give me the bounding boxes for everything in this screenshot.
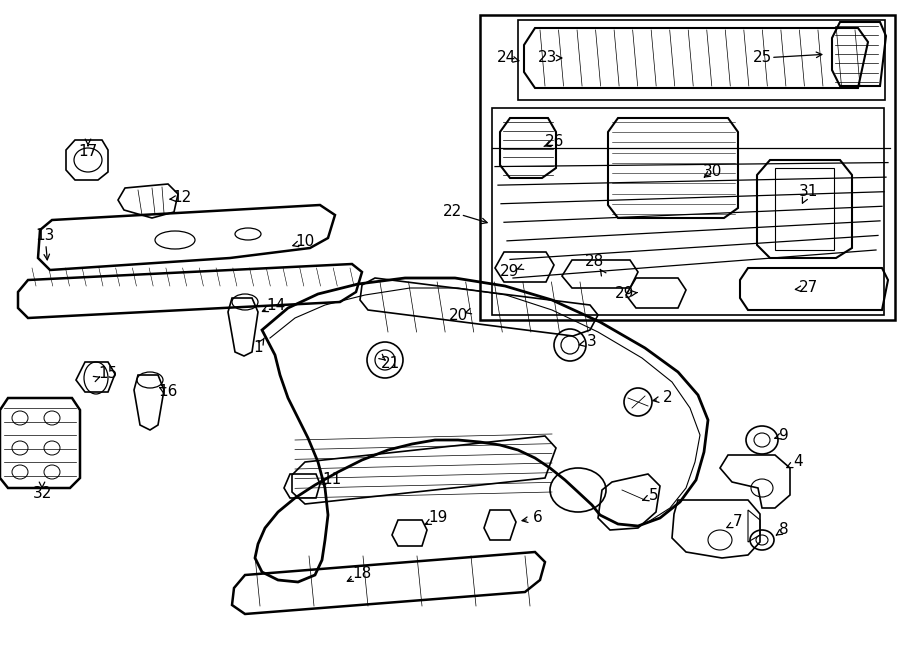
- Text: 28: 28: [585, 254, 605, 270]
- Text: 7: 7: [734, 514, 742, 529]
- Text: 27: 27: [798, 280, 817, 295]
- Text: 6: 6: [533, 510, 543, 525]
- Text: 32: 32: [32, 486, 51, 502]
- Text: 25: 25: [752, 50, 771, 65]
- Text: 14: 14: [266, 297, 285, 313]
- Text: 24: 24: [498, 50, 517, 65]
- Text: 22: 22: [443, 204, 462, 219]
- Text: 8: 8: [779, 522, 788, 537]
- Text: 19: 19: [428, 510, 447, 525]
- Text: 5: 5: [649, 488, 659, 504]
- Text: 9: 9: [779, 428, 789, 442]
- Text: 29: 29: [616, 286, 634, 301]
- Text: 29: 29: [500, 264, 519, 280]
- Text: 23: 23: [538, 50, 558, 65]
- Text: 20: 20: [448, 307, 468, 323]
- Text: 1: 1: [253, 340, 263, 356]
- Text: 15: 15: [98, 366, 118, 381]
- Text: 11: 11: [322, 473, 342, 488]
- Text: 2: 2: [663, 391, 673, 405]
- Text: 17: 17: [78, 145, 97, 159]
- Text: 12: 12: [173, 190, 192, 206]
- Text: 31: 31: [798, 184, 818, 200]
- Text: 30: 30: [702, 165, 722, 180]
- Text: 13: 13: [35, 227, 55, 243]
- Text: 18: 18: [353, 566, 372, 582]
- Text: 3: 3: [587, 334, 597, 350]
- Text: 21: 21: [381, 356, 400, 371]
- Text: 10: 10: [295, 235, 315, 249]
- Text: 4: 4: [793, 455, 803, 469]
- Text: 16: 16: [158, 385, 177, 399]
- Text: 26: 26: [545, 134, 564, 149]
